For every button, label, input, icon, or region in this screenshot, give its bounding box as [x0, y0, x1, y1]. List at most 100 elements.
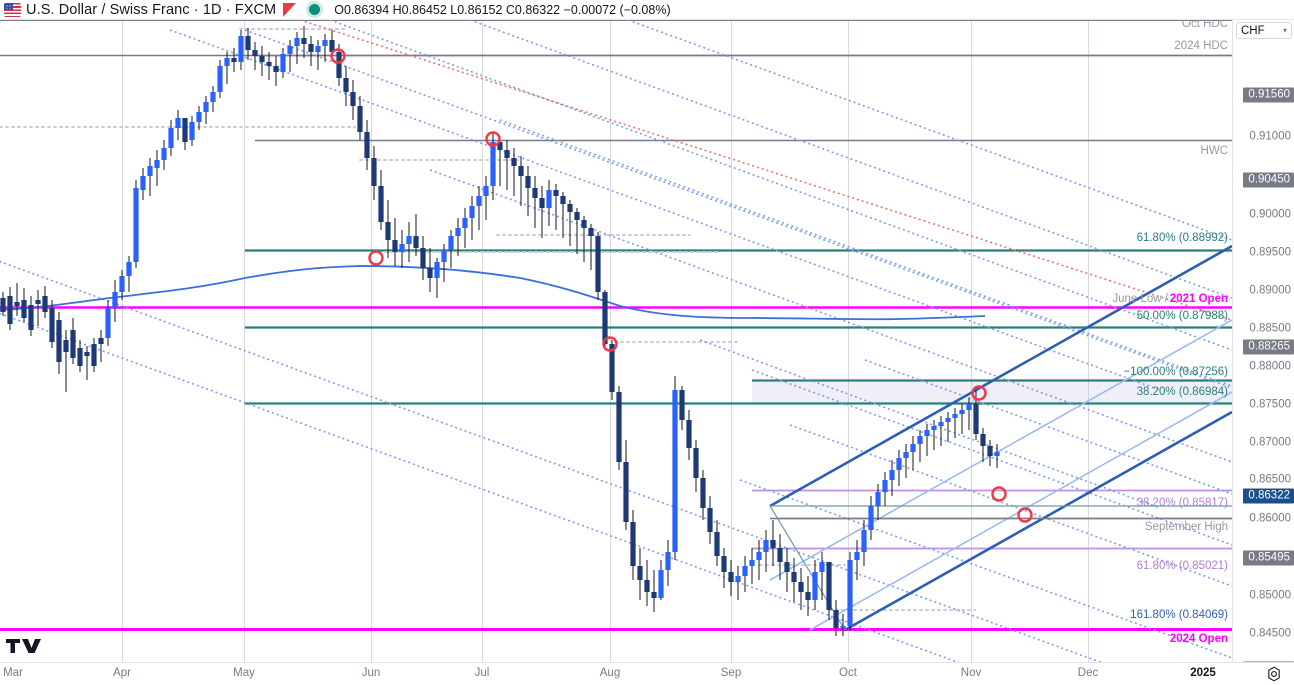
candle-body	[602, 292, 608, 344]
chart-annotation-label: Oct HDC	[1182, 20, 1228, 30]
candle-body	[469, 206, 475, 218]
candle-body	[504, 150, 510, 158]
candle-body	[588, 228, 594, 236]
candle-body	[140, 176, 146, 190]
price-tick: 0.90450	[1243, 172, 1294, 188]
candle-body	[840, 626, 846, 628]
candle-body	[483, 186, 489, 196]
price-tick: 0.86000	[1249, 512, 1291, 525]
candle-body	[882, 480, 888, 492]
time-tick: Aug	[599, 667, 621, 679]
candle-body	[252, 50, 258, 56]
price-tick: 0.91000	[1249, 130, 1291, 143]
chart-annotation-label: 38.20% (0.85817)	[1136, 497, 1228, 509]
price-tick: 0.87500	[1249, 398, 1291, 411]
price-tick: 0.84500	[1249, 627, 1291, 640]
price-tick: 0.86500	[1249, 473, 1291, 486]
candle-body	[238, 36, 244, 62]
candle-body	[553, 190, 559, 196]
candle-body	[329, 40, 335, 52]
market-open-dot-icon	[309, 4, 321, 15]
candle-body	[147, 166, 153, 176]
currency-value: CHF	[1241, 24, 1265, 37]
candle-body	[777, 548, 783, 562]
chart-canvas	[0, 20, 1232, 662]
chart-annotation-label: 2024 Open	[1169, 633, 1228, 645]
tradingview-logo-icon[interactable]	[6, 639, 48, 655]
price-tick: 0.89000	[1249, 284, 1291, 297]
candle-body	[392, 240, 398, 252]
candlestick-series	[0, 26, 1000, 636]
chart-annotation-label: 2021 Open	[1169, 293, 1228, 305]
chart-annotation-label: 61.80% (0.88992)	[1136, 232, 1228, 244]
ohlc-values: O0.86394 H0.86452 L0.86152 C0.86322 −0.0…	[334, 2, 671, 17]
candle-body	[476, 196, 482, 206]
candle-body	[567, 204, 573, 212]
price-tick: 0.89500	[1249, 246, 1291, 259]
candle-body	[105, 308, 111, 338]
candle-body	[700, 478, 706, 508]
candle-body	[217, 66, 223, 92]
chart-annotation-label: −100.00% (0.87256)	[1123, 366, 1228, 378]
candle-body	[448, 236, 454, 250]
rejection-marker	[991, 486, 1007, 502]
candle-body	[287, 46, 293, 54]
candle-body	[224, 58, 230, 66]
candle-body	[749, 560, 755, 566]
candle-body	[679, 390, 685, 420]
rejection-marker	[368, 250, 384, 266]
chevron-down-icon: ▾	[1282, 26, 1287, 35]
candle-body	[378, 186, 384, 222]
candle-body	[805, 592, 811, 600]
time-tick: Sep	[720, 667, 742, 679]
candle-body	[833, 610, 839, 628]
candle-body	[959, 410, 965, 414]
candle-body	[595, 236, 601, 292]
candle-body	[707, 508, 713, 532]
candle-body	[784, 562, 790, 572]
candle-body	[399, 244, 405, 252]
rejection-marker	[971, 385, 987, 401]
candle-body	[84, 352, 90, 356]
chart-annotation-label: September High	[1144, 521, 1228, 533]
candle-body	[126, 262, 132, 276]
candle-body	[259, 56, 265, 62]
candle-body	[812, 572, 818, 600]
axis-settings-icon[interactable]	[1266, 666, 1282, 682]
candle-body	[77, 348, 83, 366]
candle-body	[651, 592, 657, 598]
chart-header: U.S. Dollar / Swiss Franc · 1D · FXCM O0…	[0, 0, 1294, 20]
candle-body	[623, 462, 629, 522]
rejection-markers	[330, 48, 1033, 523]
symbol-title[interactable]: U.S. Dollar / Swiss Franc · 1D · FXCM	[26, 1, 277, 18]
currency-selector[interactable]: CHF ▾	[1236, 22, 1292, 39]
time-tick: Dec	[1077, 667, 1099, 679]
candle-body	[819, 562, 825, 572]
candle-body	[714, 532, 720, 556]
candle-body	[644, 580, 650, 592]
candle-body	[112, 292, 118, 308]
candle-body	[14, 302, 20, 306]
candle-body	[735, 576, 741, 582]
chart-plot-area[interactable]: Oct HDC 2024 HDC HWC 61.80% (0.88992) June L…	[0, 20, 1232, 662]
candle-body	[196, 112, 202, 122]
candle-body	[756, 552, 762, 560]
price-axis[interactable]: CHF ▾ 0.91560 0.91000 0.90450 0.90000 0.8950…	[1232, 20, 1294, 677]
candle-body	[742, 566, 748, 576]
candle-body	[63, 340, 69, 352]
time-tick: May	[233, 667, 255, 679]
candle-body	[546, 190, 552, 208]
candle-body	[686, 420, 692, 448]
candle-body	[938, 422, 944, 426]
candle-body	[511, 158, 517, 166]
candle-body	[539, 198, 545, 208]
candle-body	[350, 92, 356, 106]
rejection-marker	[330, 48, 346, 64]
candle-body	[945, 418, 951, 422]
candle-body	[119, 276, 125, 292]
candle-body	[35, 300, 41, 304]
time-axis[interactable]: Mar Apr May Jun Jul Aug Sep Oct Nov Dec 2025	[0, 662, 1294, 685]
rejection-marker	[602, 336, 618, 352]
candle-body	[7, 296, 13, 324]
